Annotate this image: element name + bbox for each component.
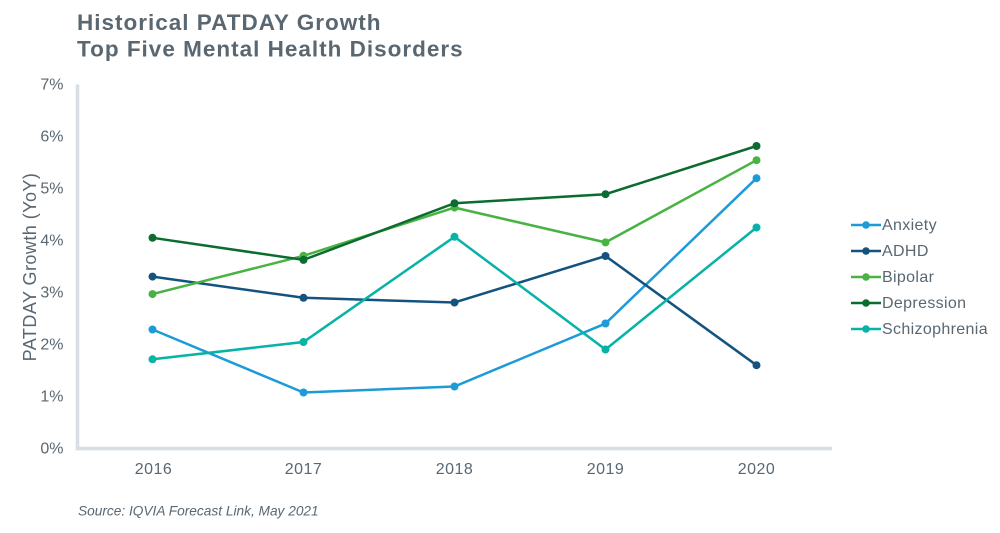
svg-text:Anxiety: Anxiety <box>882 217 937 234</box>
svg-text:2019: 2019 <box>587 461 625 478</box>
svg-text:Schizophrenia: Schizophrenia <box>882 321 988 338</box>
svg-text:7%: 7% <box>40 77 63 94</box>
svg-text:Depression: Depression <box>882 295 966 312</box>
svg-text:Historical PATDAY Growth: Historical PATDAY Growth <box>77 10 381 35</box>
svg-text:Top Five Mental Health Disorde: Top Five Mental Health Disorders <box>77 37 464 62</box>
svg-text:4%: 4% <box>40 233 63 250</box>
svg-text:ADHD: ADHD <box>882 243 929 260</box>
svg-text:6%: 6% <box>40 129 63 146</box>
svg-text:2020: 2020 <box>738 461 776 478</box>
svg-text:1%: 1% <box>40 389 63 406</box>
svg-text:2017: 2017 <box>285 461 323 478</box>
svg-text:Bipolar: Bipolar <box>882 269 935 286</box>
svg-text:0%: 0% <box>40 441 63 458</box>
svg-text:2016: 2016 <box>135 461 173 478</box>
svg-text:2018: 2018 <box>436 461 474 478</box>
svg-text:Source: IQVIA Forecast Link, M: Source: IQVIA Forecast Link, May 2021 <box>78 504 319 519</box>
svg-text:5%: 5% <box>40 181 63 198</box>
svg-text:3%: 3% <box>40 285 63 302</box>
svg-text:2%: 2% <box>40 337 63 354</box>
svg-text:PATDAY Growth (YoY): PATDAY Growth (YoY) <box>20 173 40 362</box>
